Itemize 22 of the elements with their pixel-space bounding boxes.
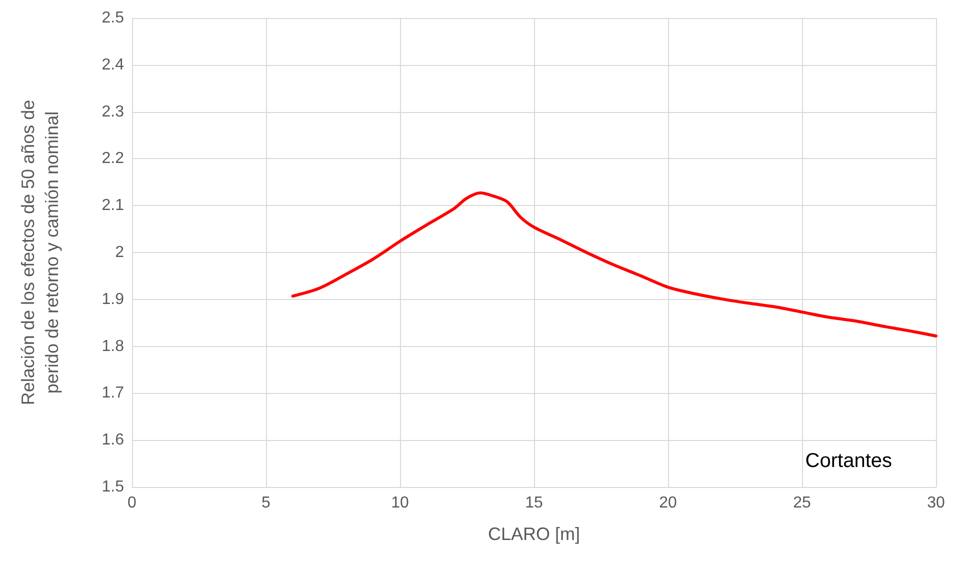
y-tick-label: 1.8	[102, 338, 124, 355]
y-axis-title: Relación de los efectos de 50 años de perido de retorno y camión nominal	[18, 100, 62, 406]
line-series	[291, 191, 938, 338]
annotation: Cortantes	[805, 450, 892, 472]
y-tick-label: 1.6	[102, 432, 124, 449]
y-tick-label: 2.5	[102, 10, 124, 26]
x-tick-label: 0	[128, 494, 137, 512]
y-tick-label: 2.4	[102, 56, 124, 74]
y-tick-label: 2	[115, 244, 124, 261]
x-tick-label: 30	[927, 494, 945, 512]
y-tick-label: 2.1	[102, 197, 124, 214]
y-tick-label: 1.5	[102, 478, 124, 496]
y-tick-label: 1.9	[102, 290, 124, 308]
x-tick-label: 20	[659, 494, 677, 512]
x-tick-label: 10	[391, 494, 409, 512]
x-tick-label: 5	[262, 494, 271, 512]
x-tick-label: 25	[793, 494, 811, 512]
x-axis-title: CLARO [m]	[488, 524, 580, 544]
y-tick-label: 1.7	[102, 384, 124, 402]
y-tick-label: 2.2	[102, 150, 124, 168]
x-tick-label: 15	[525, 494, 543, 512]
y-tick-label: 2.3	[102, 103, 124, 120]
